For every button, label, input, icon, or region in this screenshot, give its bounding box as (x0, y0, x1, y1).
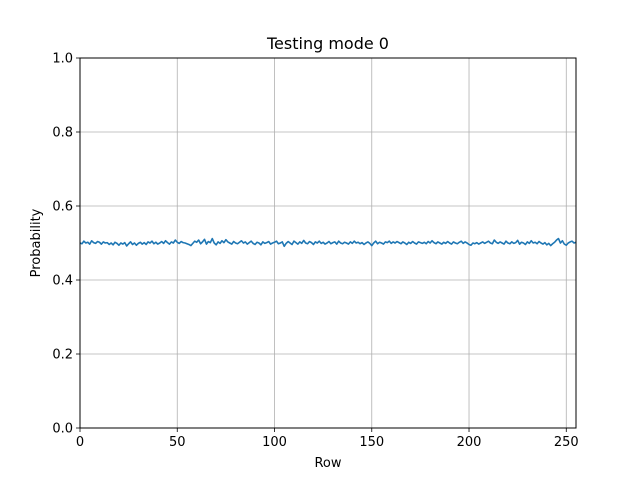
x-tick-label: 100 (262, 435, 287, 450)
probability-series-line (80, 237, 576, 248)
x-tick-label: 0 (76, 435, 84, 450)
y-tick-label: 0.6 (52, 200, 73, 215)
y-tick-label: 1.0 (52, 52, 73, 67)
x-tick-label: 200 (457, 435, 482, 450)
y-axis-label: Probability (29, 208, 44, 277)
y-tick-label: 0.2 (52, 348, 73, 363)
chart-title: Testing mode 0 (266, 34, 389, 53)
plot-frame (79, 57, 577, 429)
x-tick-label: 250 (554, 435, 579, 450)
y-tick-label: 0.8 (52, 126, 73, 141)
x-tick-label: 150 (359, 435, 384, 450)
y-axis-ticks: 0.0 0.2 0.4 0.6 0.8 1.0 (52, 52, 80, 437)
x-axis-label: Row (314, 456, 341, 471)
x-axis-ticks: 0 50 100 150 200 250 (76, 428, 579, 450)
x-tick-label: 50 (169, 435, 186, 450)
y-tick-label: 0.0 (52, 422, 73, 437)
series-layer (80, 237, 576, 248)
y-tick-label: 0.4 (52, 274, 73, 289)
